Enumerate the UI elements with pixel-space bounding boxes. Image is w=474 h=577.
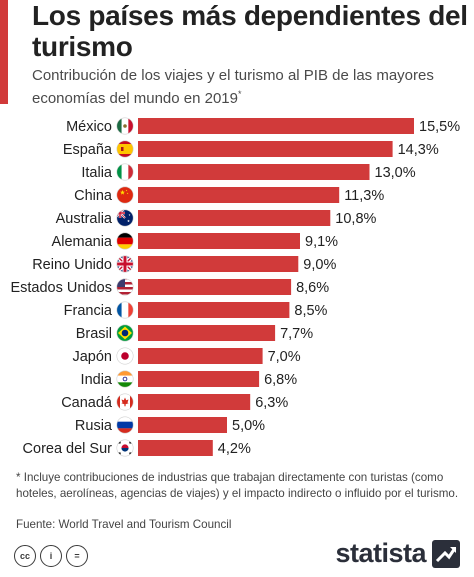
bar (138, 187, 340, 203)
japan-flag-icon (116, 347, 134, 365)
category-label: Brasil (76, 326, 112, 342)
australia-flag-icon (116, 209, 134, 227)
value-label: 14,3% (398, 142, 439, 158)
chart-subtitle: Contribución de los viajes y el turismo … (32, 66, 472, 108)
bar (138, 417, 227, 433)
footnote: * Incluye contribuciones de industrias q… (16, 471, 459, 500)
value-label: 5,0% (232, 418, 265, 434)
usa-flag-icon (116, 278, 134, 296)
bar (138, 325, 276, 341)
bar (138, 371, 260, 387)
statista-logo-icon (432, 539, 460, 568)
category-label: Estados Unidos (10, 280, 112, 296)
value-label: 15,5% (419, 119, 460, 135)
license-icons: cc i = (14, 545, 88, 567)
category-label: Canadá (61, 395, 113, 411)
nd-icon[interactable]: = (66, 545, 88, 567)
brazil-flag-icon (116, 324, 134, 342)
category-label: México (66, 119, 112, 135)
subtitle-text: Contribución de los viajes y el turismo … (32, 67, 434, 107)
bar (138, 394, 251, 410)
value-label: 11,3% (344, 188, 384, 204)
bar (138, 302, 290, 318)
uk-flag-icon (116, 255, 134, 273)
by-icon[interactable]: i (40, 545, 62, 567)
china-flag-icon (116, 186, 134, 204)
brand-name: statista (335, 538, 426, 568)
category-label: Australia (56, 211, 113, 227)
category-label: Italia (81, 165, 113, 181)
bar (138, 279, 292, 295)
russia-flag-icon (116, 416, 134, 434)
bar (138, 118, 414, 134)
value-label: 6,8% (264, 372, 297, 388)
bar (138, 256, 299, 272)
canada-flag-icon (116, 393, 134, 411)
bar (138, 348, 263, 364)
statista-brand[interactable]: statista (335, 538, 460, 569)
category-label: China (74, 188, 113, 204)
india-flag-icon (116, 370, 134, 388)
italy-flag-icon (116, 163, 134, 181)
source-note: Fuente: World Travel and Tourism Council (16, 518, 232, 531)
chart-title: Los países más dependientes del turismo (32, 0, 468, 62)
value-label: 10,8% (335, 211, 376, 227)
bar-chart: México 15,5% España 14,3% Italia 13,0% China 11… (10, 117, 460, 457)
subtitle-footnote-mark: * (237, 89, 242, 99)
value-label: 7,7% (280, 326, 313, 342)
bar (138, 210, 331, 226)
value-label: 8,6% (296, 280, 329, 296)
cc-icon[interactable]: cc (14, 545, 36, 567)
value-label: 4,2% (218, 441, 251, 457)
category-label: Alemania (52, 234, 113, 250)
value-label: 13,0% (375, 165, 416, 181)
bar (138, 440, 213, 456)
category-label: España (63, 142, 113, 158)
value-label: 7,0% (268, 349, 301, 365)
bar (138, 164, 370, 180)
category-label: India (81, 372, 113, 388)
category-label: Rusia (75, 418, 113, 434)
category-label: Francia (64, 303, 113, 319)
value-label: 9,1% (305, 234, 338, 250)
bar (138, 233, 300, 249)
value-label: 6,3% (255, 395, 288, 411)
category-label: Reino Unido (32, 257, 112, 273)
germany-flag-icon (116, 232, 134, 250)
accent-bar (0, 0, 8, 104)
category-label: Japón (72, 349, 112, 365)
value-label: 9,0% (303, 257, 336, 273)
south-korea-flag-icon (116, 439, 134, 457)
bar (138, 141, 393, 157)
category-label: Corea del Sur (23, 441, 113, 457)
value-label: 8,5% (294, 303, 327, 319)
mexico-flag-icon (116, 117, 134, 135)
spain-flag-icon (116, 140, 134, 158)
france-flag-icon (116, 301, 134, 319)
